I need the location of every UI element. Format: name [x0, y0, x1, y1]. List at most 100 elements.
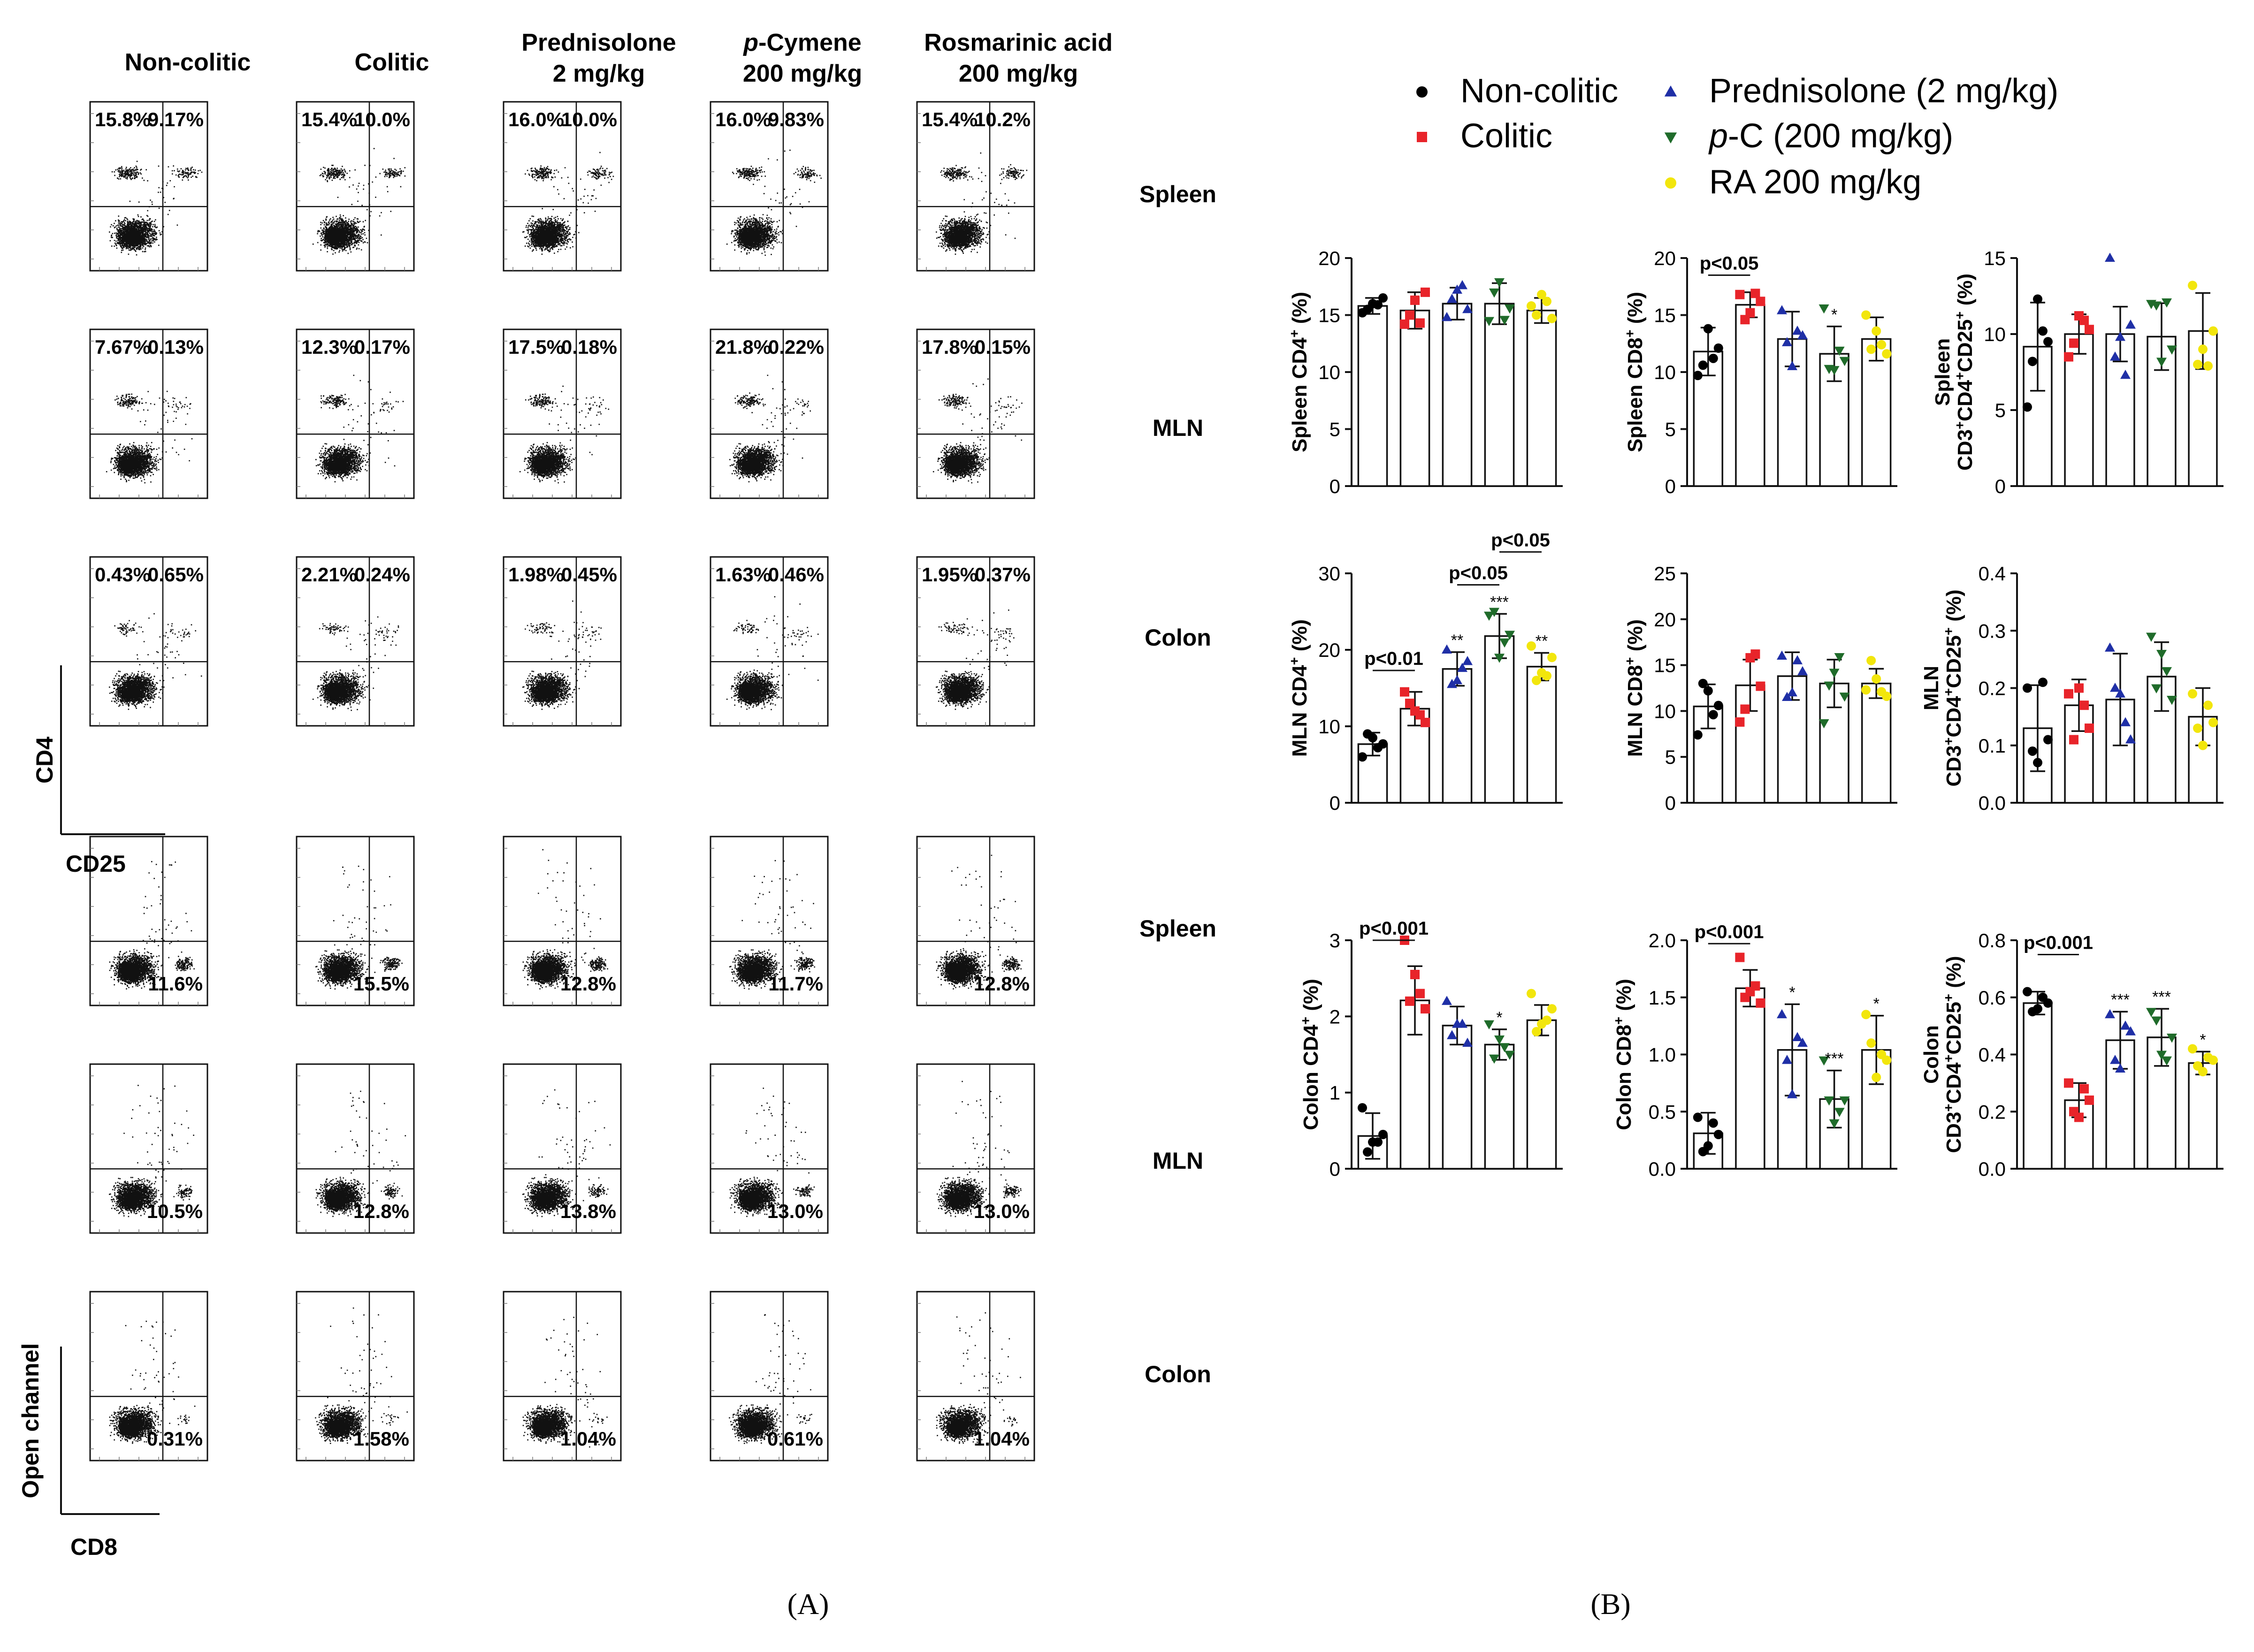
comparison-label: p<0.001 — [1695, 921, 1764, 942]
bar — [1399, 310, 1430, 487]
data-point — [2151, 1016, 2162, 1026]
legend-marker — [1664, 85, 1677, 97]
event-dots — [522, 152, 614, 255]
flow-plot: 12.3%0.17% — [296, 328, 415, 499]
data-point — [2085, 325, 2094, 335]
flow-plot: 12.8% — [503, 836, 622, 1006]
data-point — [1824, 365, 1834, 374]
legend-label: Colitic — [1460, 117, 1552, 155]
data-point — [1447, 678, 1457, 688]
flow-plot: 2.21%0.24% — [296, 556, 415, 727]
y-tick-label: 0 — [1995, 475, 2006, 497]
data-point — [2125, 320, 2136, 329]
significance-stars: *** — [1825, 1050, 1844, 1068]
data-point — [1782, 692, 1792, 701]
data-point — [2038, 326, 2048, 336]
quadrant-percent-ur: 10.0% — [354, 108, 410, 130]
data-point — [1866, 1038, 1876, 1048]
y-axis-label: MLN — [1920, 666, 1943, 710]
significance-stars: *** — [2152, 988, 2171, 1006]
y-tick-label: 5 — [1329, 419, 1340, 441]
y-axis-label: CD3+CD4+CD25+ (%) — [1941, 956, 1965, 1153]
data-point — [1447, 293, 1457, 303]
data-point — [1410, 295, 1420, 305]
data-point — [2146, 632, 2156, 642]
significance-stars: * — [1496, 1009, 1502, 1027]
data-point — [1829, 1119, 1840, 1129]
data-point — [2156, 1051, 2167, 1060]
event-dots — [109, 861, 195, 990]
group-header: 2 mg/kg — [553, 60, 645, 87]
data-point — [1489, 608, 1499, 617]
flow-plot: 13.0% — [710, 1063, 829, 1234]
flow-plot: 13.8% — [503, 1063, 622, 1234]
data-point — [2023, 402, 2032, 412]
data-point — [1839, 357, 1850, 366]
data-point — [2023, 683, 2032, 693]
quadrant-percent-ur: 10.2% — [975, 108, 1031, 130]
data-point — [2110, 351, 2120, 361]
data-point — [1693, 730, 1703, 740]
y-axis-label: Colon — [1920, 1025, 1943, 1084]
data-point — [1489, 1054, 1499, 1064]
y-tick-label: 0 — [1665, 792, 1676, 814]
data-point — [1787, 361, 1797, 370]
quadrant-percent-ur: 0.18% — [561, 336, 617, 358]
data-point — [1505, 1051, 1515, 1060]
data-point — [2085, 723, 2094, 733]
data-point — [1756, 297, 1765, 306]
quadrant-percent-lr: 11.6% — [148, 973, 203, 995]
y-tick-label: 0.0 — [1979, 1158, 2006, 1180]
data-point — [1363, 729, 1372, 739]
data-point — [2151, 301, 2162, 311]
bar — [2188, 1062, 2218, 1170]
data-point — [2074, 683, 2084, 693]
quadrant-percent-ur: 10.0% — [561, 108, 617, 130]
data-point — [1797, 330, 1808, 340]
data-point — [2193, 1061, 2202, 1071]
data-point — [1442, 312, 1452, 321]
y-axis-label: Spleen CD8+ (%) — [1623, 292, 1647, 452]
y-tick-label: 10 — [1318, 361, 1340, 383]
bar — [1861, 682, 1892, 804]
quadrant-percent-lr: 13.0% — [767, 1200, 823, 1222]
quadrant-percent-ur: 0.22% — [768, 336, 824, 358]
tissue-label: Spleen — [1139, 915, 1216, 942]
bar — [1357, 305, 1388, 487]
y-tick-label: 0.4 — [1979, 1044, 2006, 1066]
data-point — [1872, 326, 1881, 336]
data-point — [2208, 326, 2218, 336]
data-point — [2110, 683, 2120, 692]
flow-plot: 7.67%0.13% — [89, 328, 208, 499]
flow-plot: 17.5%0.18% — [503, 328, 622, 499]
data-point — [1462, 655, 1473, 665]
quadrant-percent-lr: 12.8% — [974, 973, 1030, 995]
bar-chart: 0 5 10 15 20 Spleen CD8+ (%) * p<0.05 — [1623, 247, 1897, 497]
bar — [1526, 310, 1557, 487]
quadrant-percent-ul: 2.21% — [301, 563, 357, 586]
y-tick-label: 15 — [1984, 247, 2006, 269]
event-dots — [312, 616, 399, 711]
data-point — [2156, 650, 2167, 659]
flow-plot: 16.0%9.83% — [710, 101, 829, 272]
quadrant-percent-ul: 1.98% — [508, 563, 564, 586]
data-point — [1698, 360, 1708, 370]
data-point — [1373, 300, 1383, 310]
data-point — [2193, 723, 2202, 733]
data-point — [1713, 700, 1723, 710]
data-point — [2151, 684, 2162, 693]
data-point — [1442, 996, 1452, 1005]
y-axis-label: Spleen — [1931, 338, 1954, 406]
y-tick-label: 0 — [1329, 792, 1340, 814]
event-dots — [522, 1089, 611, 1218]
significance-stars: * — [1831, 306, 1837, 324]
bar-chart: 0 1 2 3 Colon CD4+ (%) * p<0.001 — [1299, 918, 1563, 1180]
data-point — [2167, 695, 2177, 705]
data-point — [1400, 687, 1409, 697]
data-point — [1877, 340, 1887, 350]
data-point — [1824, 681, 1834, 691]
bar — [1484, 303, 1515, 487]
data-point — [2064, 689, 2073, 699]
legend-marker — [1665, 177, 1676, 189]
